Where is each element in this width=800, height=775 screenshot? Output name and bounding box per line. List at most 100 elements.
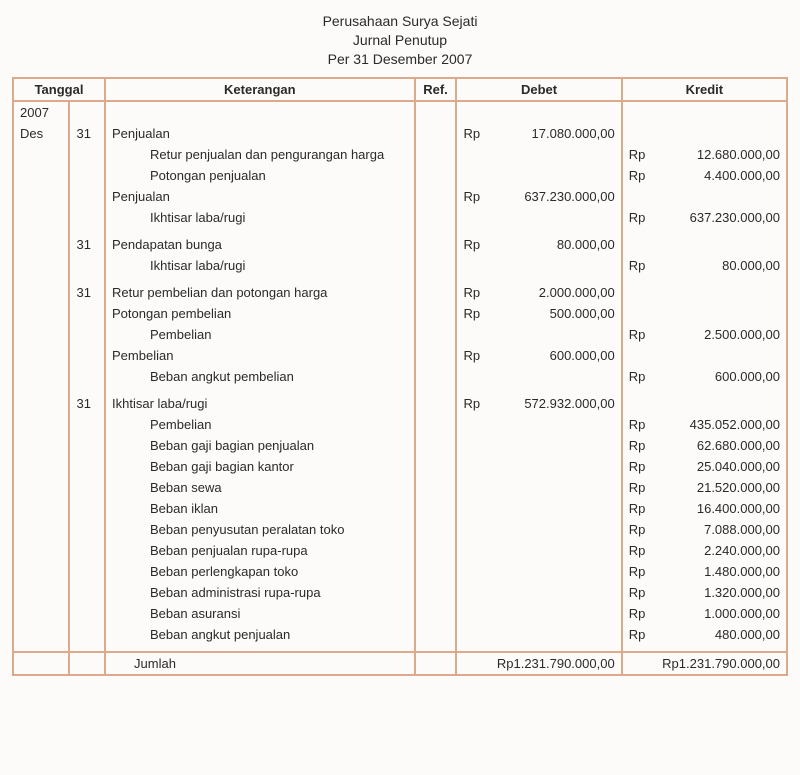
cell-description: Beban perlengkapan toko	[105, 561, 415, 582]
totals-kredit: Rp1.231.790.000,00	[622, 652, 787, 675]
cell-kredit-currency: Rp	[622, 477, 653, 498]
cell-kredit-amount: 12.680.000,00	[653, 144, 787, 165]
table-row: Pembelian Rp600.000,00	[13, 345, 787, 366]
cell-kredit-amount: 1.480.000,00	[653, 561, 787, 582]
table-row: 31Pendapatan bungaRp80.000,00	[13, 234, 787, 255]
cell-kredit-currency: Rp	[622, 144, 653, 165]
cell-kredit-currency: Rp	[622, 519, 653, 540]
cell-description: Retur penjualan dan pengurangan harga	[105, 144, 415, 165]
cell-day	[69, 101, 105, 123]
cell-debet-amount: 572.932.000,00	[488, 393, 622, 414]
table-row: Beban administrasi rupa-rupaRp1.320.000,…	[13, 582, 787, 603]
cell-description: Potongan pembelian	[105, 303, 415, 324]
cell-description: Beban gaji bagian kantor	[105, 456, 415, 477]
table-row: Potongan pembelian Rp500.000,00	[13, 303, 787, 324]
cell-kredit-amount: 16.400.000,00	[653, 498, 787, 519]
title-line2: Jurnal Penutup	[12, 31, 788, 50]
cell-description: Ikhtisar laba/rugi	[105, 393, 415, 414]
totals-row: Jumlah Rp1.231.790.000,00Rp1.231.790.000,…	[13, 652, 787, 675]
cell-description: Pembelian	[105, 324, 415, 345]
cell-description: Beban penjualan rupa-rupa	[105, 540, 415, 561]
table-row: Beban perlengkapan toko Rp1.480.000,00	[13, 561, 787, 582]
table-row: Beban sewa Rp21.520.000,00	[13, 477, 787, 498]
cell-debet-amount: 500.000,00	[488, 303, 622, 324]
table-row: Penjualan Rp637.230.000,00	[13, 186, 787, 207]
cell-description: Beban iklan	[105, 498, 415, 519]
cell-kredit-currency: Rp	[622, 582, 653, 603]
cell-kredit-amount: 25.040.000,00	[653, 456, 787, 477]
cell-kredit-currency: Rp	[622, 165, 653, 186]
cell-kredit-currency: Rp	[622, 207, 653, 228]
table-row: Beban angkut pembelian Rp600.000,00	[13, 366, 787, 387]
cell-day: 31	[69, 123, 105, 144]
table-row: Des31PenjualanRp17.080.000,00	[13, 123, 787, 144]
cell-kredit-currency: Rp	[622, 255, 653, 276]
cell-description: Beban penyusutan peralatan toko	[105, 519, 415, 540]
table-row	[13, 645, 787, 652]
cell-kredit-currency: Rp	[622, 624, 653, 645]
cell-kredit-amount: 4.400.000,00	[653, 165, 787, 186]
table-row: 31Ikhtisar laba/rugiRp572.932.000,00	[13, 393, 787, 414]
cell-description: Penjualan	[105, 123, 415, 144]
cell-kredit-amount: 80.000,00	[653, 255, 787, 276]
cell-description: Ikhtisar laba/rugi	[105, 255, 415, 276]
cell-description: Pendapatan bunga	[105, 234, 415, 255]
cell-description: Beban angkut penjualan	[105, 624, 415, 645]
cell-description: Beban sewa	[105, 477, 415, 498]
cell-kredit-currency: Rp	[622, 561, 653, 582]
cell-description: Beban angkut pembelian	[105, 366, 415, 387]
cell-day: 31	[69, 282, 105, 303]
cell-kredit-currency: Rp	[622, 498, 653, 519]
cell-debet-currency: Rp	[456, 345, 487, 366]
table-row: Retur penjualan dan pengurangan harga Rp1…	[13, 144, 787, 165]
totals-label: Jumlah	[105, 652, 415, 675]
totals-debet: Rp1.231.790.000,00	[456, 652, 621, 675]
cell-year: 2007	[13, 101, 69, 123]
cell-kredit-amount: 21.520.000,00	[653, 477, 787, 498]
cell-debet-amount: 2.000.000,00	[488, 282, 622, 303]
cell-debet-currency: Rp	[456, 234, 487, 255]
cell-description: Pembelian	[105, 414, 415, 435]
cell-description: Beban asuransi	[105, 603, 415, 624]
journal-table: Tanggal Keterangan Ref. Debet Kredit 200…	[12, 77, 788, 676]
cell-kredit-amount: 637.230.000,00	[653, 207, 787, 228]
cell-debet-amount: 17.080.000,00	[488, 123, 622, 144]
cell-debet-amount: 637.230.000,00	[488, 186, 622, 207]
table-row: Beban penyusutan peralatan tokoRp7.088.0…	[13, 519, 787, 540]
cell-kredit-amount: 600.000,00	[653, 366, 787, 387]
cell-kredit-currency: Rp	[622, 414, 653, 435]
header-tanggal: Tanggal	[13, 78, 105, 101]
header-ref: Ref.	[415, 78, 457, 101]
cell-kredit-amount: 480.000,00	[653, 624, 787, 645]
header-kredit: Kredit	[622, 78, 787, 101]
cell-description: Penjualan	[105, 186, 415, 207]
cell-kredit-amount: 62.680.000,00	[653, 435, 787, 456]
table-row: Beban gaji bagian kantor Rp25.040.000,00	[13, 456, 787, 477]
cell-description: Retur pembelian dan potongan harga	[105, 282, 415, 303]
cell-debet-currency: Rp	[456, 186, 487, 207]
table-row: 31Retur pembelian dan potongan harga Rp2.…	[13, 282, 787, 303]
cell-debet-currency: Rp	[456, 393, 487, 414]
cell-description: Beban gaji bagian penjualan	[105, 435, 415, 456]
cell-debet-currency: Rp	[456, 303, 487, 324]
cell-description: Pembelian	[105, 345, 415, 366]
cell-kredit-amount: 2.500.000,00	[653, 324, 787, 345]
cell-description: Ikhtisar laba/rugi	[105, 207, 415, 228]
table-row: Ikhtisar laba/rugi Rp637.230.000,00	[13, 207, 787, 228]
table-row: PembelianRp2.500.000,00	[13, 324, 787, 345]
cell-kredit-amount: 1.000.000,00	[653, 603, 787, 624]
cell-kredit-currency: Rp	[622, 603, 653, 624]
table-row: Ikhtisar laba/rugi Rp80.000,00	[13, 255, 787, 276]
document-title: Perusahaan Surya Sejati Jurnal Penutup P…	[12, 12, 788, 69]
cell-kredit-currency: Rp	[622, 435, 653, 456]
cell-kredit-currency: Rp	[622, 366, 653, 387]
cell-description: Beban administrasi rupa-rupa	[105, 582, 415, 603]
header-keterangan: Keterangan	[105, 78, 415, 101]
table-row: Potongan penjualanRp4.400.000,00	[13, 165, 787, 186]
cell-debet-currency: Rp	[456, 282, 487, 303]
cell-kredit-amount: 2.240.000,00	[653, 540, 787, 561]
cell-kredit-currency: Rp	[622, 456, 653, 477]
table-row: Beban asuransi Rp1.000.000,00	[13, 603, 787, 624]
cell-debet-amount: 600.000,00	[488, 345, 622, 366]
table-row: Beban penjualan rupa-rupaRp2.240.000,00	[13, 540, 787, 561]
